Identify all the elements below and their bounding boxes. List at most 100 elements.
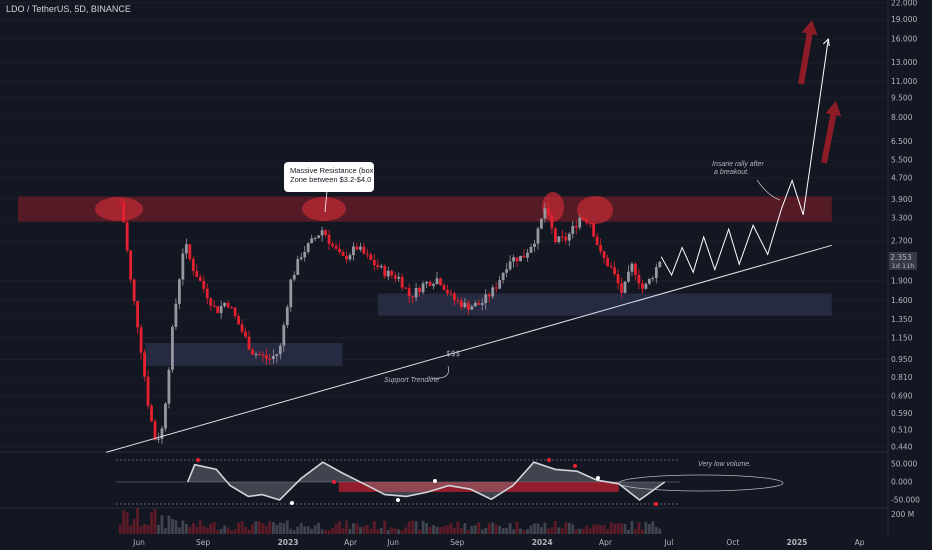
volume-bar [191,522,195,534]
candle-body [365,253,369,255]
time-tick-label: Sep [450,538,464,547]
time-tick-label: 2023 [278,538,299,547]
candle-body [345,255,348,260]
candle-body [157,438,160,440]
volume-bar [177,527,181,534]
volume-bar [198,520,202,534]
candle-body [418,287,421,293]
candle-body [376,265,380,268]
price-tick-label: 3.300 [891,214,913,223]
candles [118,198,662,445]
osc-signal-dot [547,458,551,462]
candle-body [160,428,164,439]
time-tick-label: Oct [726,538,739,547]
candle-body [205,288,209,299]
candle-body [338,248,341,253]
candle-body [480,303,484,305]
volume-bar [282,523,286,534]
volume-bar [359,527,362,534]
candle-body [651,278,655,280]
price-tick-label: 0.810 [891,373,913,382]
candle-body [268,358,272,360]
price-tick-label: 4.700 [891,174,913,183]
candle-body [258,354,261,356]
candle-body [560,236,564,238]
candle-body [557,236,561,243]
candle-body [606,257,609,267]
volume-bar [278,522,282,534]
volume-bar [160,515,164,534]
volume-bar [122,510,126,534]
oscillator-pane: 50.000 0.000 -50.000 [116,458,920,506]
volume-bar [540,527,543,534]
volume-bar [125,512,129,534]
volume-bar [512,529,515,534]
candle-body [237,316,240,325]
volume-bar [411,520,415,534]
candle-body [139,327,143,353]
osc-signal-dot [196,458,200,462]
candle-body [261,354,265,356]
symbol-title[interactable]: LDO / TetherUS, 5D, BINANCE [6,4,131,14]
candle-body [547,208,550,216]
candle-body [129,250,133,280]
candle-body [230,307,234,309]
volume-bar [365,525,369,534]
candle-body [613,267,616,275]
volume-bar [550,526,554,534]
price-tick-label: 1.600 [891,296,913,305]
candle-body [198,277,202,281]
candle-body [602,251,606,258]
candle-body [487,294,491,297]
candle-body [411,296,415,298]
volume-bar [414,521,418,534]
candle-body [439,278,442,285]
osc-tick-label: 0.000 [891,478,913,487]
rally-note-line-1: Insane rally after [712,161,764,168]
candle-body [644,283,648,289]
candle-body [491,287,495,297]
candle-body [407,288,411,297]
candle-body [421,283,425,293]
osc-tick-label: 50.000 [891,460,917,469]
time-axis[interactable]: Jun Sep 2023 Apr Jun Sep 2024 Apr Jul Oct 2025 Ap [132,538,865,547]
volume-bar [637,522,641,534]
candle-body [529,246,533,253]
price-axis[interactable]: 22.000 19.000 16.000 13.000 11.000 9.500 8.000… [891,0,917,452]
candle-body [623,281,627,293]
candle-body [428,281,432,286]
volume-bar [442,526,446,534]
volume-bar [585,525,589,534]
volume-bar [226,527,230,534]
volume-bar [547,528,550,534]
dollar-marker: $$$ [446,349,461,358]
drawings: $$$ [106,37,832,453]
candle-body [404,287,408,289]
volume-bar [139,526,143,534]
candle-body [223,302,227,307]
volume-bar [400,530,404,534]
price-tick-label: 1.150 [891,333,913,342]
candle-body [536,228,540,244]
osc-signal-dot [573,464,577,468]
volume-bar [466,529,470,534]
candle-body [383,266,387,277]
target-arrow [821,101,842,164]
candle-body [640,283,644,289]
candle-body [348,255,352,260]
candle-body [494,287,498,289]
volume-bar [223,525,227,534]
callout-line-1: Massive Resistance (box) [290,166,376,175]
volume-bar [258,521,261,534]
volume-bar [202,525,206,534]
resistance-touch-markers [95,192,613,224]
last-price-timer: 1d 11h [892,262,915,270]
volume-bar [167,515,171,534]
callout-pointer [324,190,328,213]
candle-body [341,252,345,256]
target-arrow [798,20,818,85]
volume-bar [386,529,390,534]
candle-body [306,243,310,252]
last-price-value: 2.353 [890,253,912,262]
